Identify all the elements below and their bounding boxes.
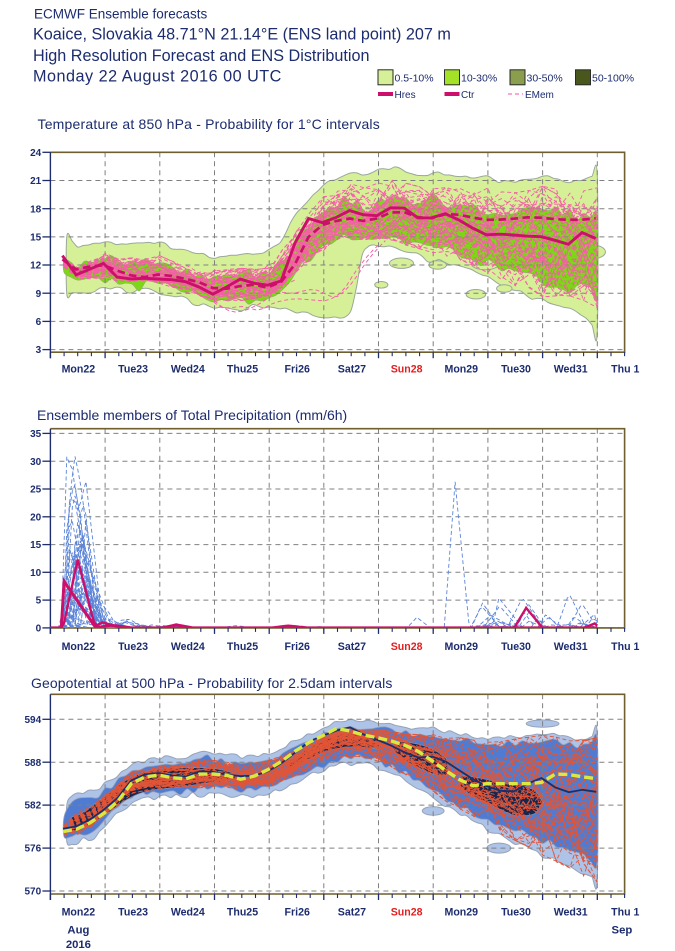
svg-text:Tue23: Tue23 xyxy=(118,907,148,919)
svg-text:Hres: Hres xyxy=(395,90,416,101)
svg-text:6: 6 xyxy=(36,317,42,328)
svg-text:Sun28: Sun28 xyxy=(391,364,423,376)
svg-text:30-50%: 30-50% xyxy=(527,72,563,84)
svg-text:Sun28: Sun28 xyxy=(391,907,423,919)
svg-text:Sun28: Sun28 xyxy=(391,641,423,653)
svg-text:Wed31: Wed31 xyxy=(554,641,588,653)
svg-text:Sep: Sep xyxy=(612,924,633,936)
svg-text:EMem: EMem xyxy=(525,90,554,101)
svg-text:Tue30: Tue30 xyxy=(501,364,531,376)
svg-text:Tue23: Tue23 xyxy=(118,641,148,653)
svg-text:Tue23: Tue23 xyxy=(118,364,148,376)
svg-text:Mon22: Mon22 xyxy=(62,364,96,376)
svg-text:High Resolution Forecast and E: High Resolution Forecast and ENS Distrib… xyxy=(33,47,370,65)
svg-text:Tue30: Tue30 xyxy=(501,907,531,919)
svg-text:Mon22: Mon22 xyxy=(62,641,96,653)
svg-text:Aug: Aug xyxy=(67,924,89,936)
svg-text:0: 0 xyxy=(36,624,42,635)
svg-text:Sat27: Sat27 xyxy=(338,907,366,919)
svg-text:588: 588 xyxy=(25,758,42,769)
svg-text:Temperature at 850 hPa - Proba: Temperature at 850 hPa - Probability for… xyxy=(38,116,380,132)
svg-text:25: 25 xyxy=(30,485,42,496)
svg-text:Mon29: Mon29 xyxy=(445,907,479,919)
svg-text:Mon29: Mon29 xyxy=(445,364,479,376)
svg-text:24: 24 xyxy=(30,148,42,159)
svg-text:Sat27: Sat27 xyxy=(338,641,366,653)
svg-text:576: 576 xyxy=(25,844,42,855)
svg-text:Thu25: Thu25 xyxy=(227,364,258,376)
svg-text:21: 21 xyxy=(30,176,42,187)
svg-text:Fri26: Fri26 xyxy=(285,641,310,653)
svg-text:Ensemble members of Total Prec: Ensemble members of Total Precipitation … xyxy=(37,407,347,423)
svg-text:594: 594 xyxy=(25,715,42,726)
svg-text:50-100%: 50-100% xyxy=(592,72,634,84)
svg-text:Geopotential at 500 hPa - Prob: Geopotential at 500 hPa - Probability fo… xyxy=(31,675,392,691)
svg-text:Ctr: Ctr xyxy=(461,90,475,101)
svg-text:15: 15 xyxy=(30,233,42,244)
svg-text:Thu25: Thu25 xyxy=(227,907,258,919)
svg-text:Wed31: Wed31 xyxy=(554,907,588,919)
svg-text:15: 15 xyxy=(30,540,42,551)
svg-text:Sat27: Sat27 xyxy=(338,364,366,376)
svg-text:Monday 22 August 2016 00 UTC: Monday 22 August 2016 00 UTC xyxy=(33,68,282,86)
svg-text:Fri26: Fri26 xyxy=(285,907,310,919)
svg-text:Thu 1: Thu 1 xyxy=(611,364,639,376)
svg-text:0.5-10%: 0.5-10% xyxy=(395,72,434,84)
svg-text:582: 582 xyxy=(25,801,42,812)
svg-text:Thu 1: Thu 1 xyxy=(611,907,639,919)
svg-text:570: 570 xyxy=(25,887,42,898)
svg-text:10-30%: 10-30% xyxy=(461,72,497,84)
svg-text:30: 30 xyxy=(30,457,42,468)
svg-text:3: 3 xyxy=(36,345,42,356)
svg-text:Thu25: Thu25 xyxy=(227,641,258,653)
svg-text:18: 18 xyxy=(30,204,42,215)
svg-text:Mon22: Mon22 xyxy=(62,907,96,919)
svg-text:5: 5 xyxy=(36,596,42,607)
svg-text:Wed24: Wed24 xyxy=(171,364,205,376)
svg-text:Mon29: Mon29 xyxy=(445,641,479,653)
svg-text:Fri26: Fri26 xyxy=(285,364,310,376)
svg-text:35: 35 xyxy=(30,429,42,440)
svg-text:Wed31: Wed31 xyxy=(554,364,588,376)
svg-text:Thu 1: Thu 1 xyxy=(611,641,639,653)
svg-text:12: 12 xyxy=(30,261,42,272)
svg-text:10: 10 xyxy=(30,568,42,579)
svg-text:Tue30: Tue30 xyxy=(501,641,531,653)
svg-text:Wed24: Wed24 xyxy=(171,641,205,653)
svg-text:9: 9 xyxy=(36,289,42,300)
svg-text:ECMWF Ensemble forecasts: ECMWF Ensemble forecasts xyxy=(34,7,208,22)
svg-text:Koaice, Slovakia 48.71°N 21.14: Koaice, Slovakia 48.71°N 21.14°E (ENS la… xyxy=(33,26,451,44)
svg-text:2016: 2016 xyxy=(66,939,91,951)
svg-text:20: 20 xyxy=(30,512,42,523)
svg-text:Wed24: Wed24 xyxy=(171,907,205,919)
